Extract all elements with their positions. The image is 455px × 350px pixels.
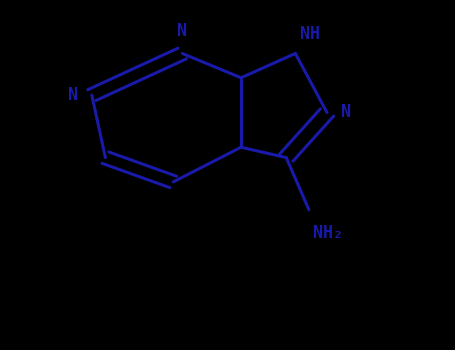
Text: N: N bbox=[340, 104, 350, 121]
Text: N: N bbox=[68, 86, 78, 104]
Text: NH: NH bbox=[300, 25, 320, 43]
Text: N: N bbox=[177, 22, 187, 40]
Text: NH₂: NH₂ bbox=[313, 224, 344, 241]
